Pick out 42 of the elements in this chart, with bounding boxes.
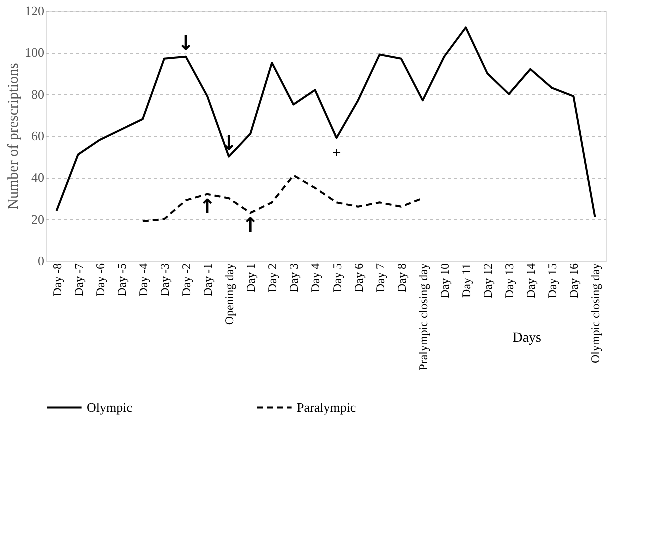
x-tick-label: Day -4 <box>136 264 150 296</box>
annotation: ↑ <box>242 213 259 238</box>
y-tick-label: 120 <box>25 4 44 18</box>
y-tick-label: 60 <box>32 128 44 144</box>
y-axis-title: Number of prescriptions <box>6 63 22 210</box>
x-tick-label: Day 15 <box>546 264 560 298</box>
x-tick-label: Day 16 <box>567 264 582 298</box>
x-tick-label: Day -1 <box>201 264 216 296</box>
y-tick-label: 100 <box>25 45 44 60</box>
x-tick-label: Day -2 <box>180 264 194 296</box>
x-tick-label: Day 11 <box>460 264 474 298</box>
annotation: ↓ <box>178 30 194 55</box>
x-tick-label: Opening day <box>222 264 237 326</box>
annotation: ↑ <box>199 194 216 218</box>
x-tick-label: Day 8 <box>394 264 409 292</box>
x-tick-label: Day 4 <box>308 264 323 292</box>
x-tick-label: Day 6 <box>352 264 366 292</box>
legend-label: Paralympic <box>297 400 356 415</box>
x-tick-label: Olympic closing day <box>588 264 603 364</box>
x-tick-label: Pralympic closing day <box>416 264 430 371</box>
y-tick-label: 20 <box>32 212 44 227</box>
x-tick-label: Day 1 <box>244 264 258 292</box>
y-tick-label: 80 <box>32 86 44 102</box>
x-tick-label: Day -3 <box>158 264 172 296</box>
annotation: + <box>332 146 342 160</box>
y-tick-label: 0 <box>38 254 44 268</box>
x-tick-label: Day -5 <box>114 264 129 296</box>
x-tick-label: Day 12 <box>481 264 496 298</box>
line-series <box>56 26 596 218</box>
legend-label: Olympic <box>87 400 133 415</box>
y-tick-label: 40 <box>32 170 44 186</box>
x-tick-label: Day 13 <box>502 264 517 298</box>
x-tick-label: Day -6 <box>93 264 108 296</box>
x-tick-label: Day 14 <box>524 264 538 298</box>
x-tick-label: Day 5 <box>330 264 344 292</box>
x-tick-label: Day 10 <box>438 264 452 298</box>
x-tick-label: Day -8 <box>50 264 64 296</box>
x-tick-label: Day -7 <box>72 264 86 296</box>
x-tick-label: Day 2 <box>266 264 280 292</box>
x-tick-label: Day 3 <box>287 264 302 292</box>
x-tick-label: Day 7 <box>373 264 388 292</box>
x-axis-title: Days <box>512 330 542 346</box>
